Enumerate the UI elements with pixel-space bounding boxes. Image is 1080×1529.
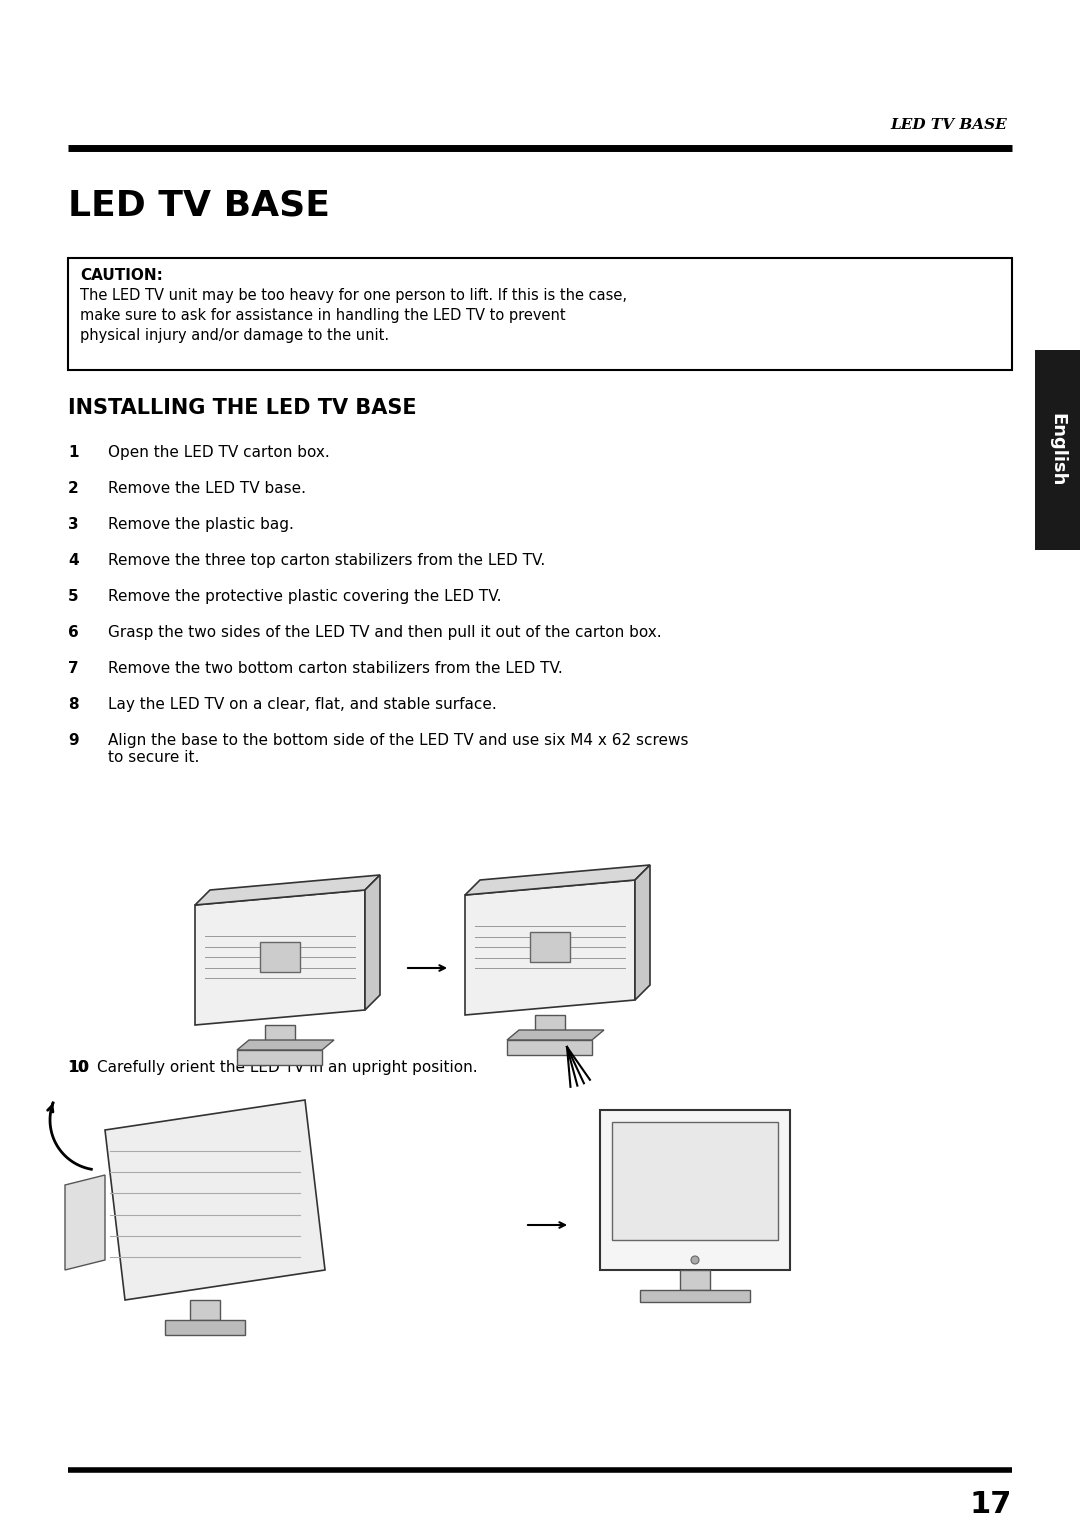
Polygon shape [635,865,650,1000]
Polygon shape [195,890,365,1024]
Text: Remove the LED TV base.: Remove the LED TV base. [108,482,306,495]
Bar [260,942,300,972]
Text: INSTALLING THE LED TV BASE: INSTALLING THE LED TV BASE [68,398,417,417]
Text: Align the base to the bottom side of the LED TV and use six M4 x 62 screws
to se: Align the base to the bottom side of the… [108,732,689,766]
Polygon shape [507,1040,592,1055]
Text: 5: 5 [68,589,79,604]
Text: LED TV BASE: LED TV BASE [890,118,1007,131]
Polygon shape [640,1290,750,1303]
Text: 6: 6 [68,625,79,641]
Polygon shape [237,1050,322,1066]
Polygon shape [65,1174,105,1271]
Text: 3: 3 [68,517,79,532]
Text: 8: 8 [68,697,79,713]
Text: Open the LED TV carton box.: Open the LED TV carton box. [108,445,329,460]
Polygon shape [195,875,380,905]
Polygon shape [507,1031,604,1040]
Polygon shape [105,1099,325,1300]
Polygon shape [165,1320,245,1335]
Text: 10  Carefully orient the LED TV in an upright position.: 10 Carefully orient the LED TV in an upr… [68,1060,477,1075]
Polygon shape [265,1024,295,1044]
Text: 10: 10 [68,1060,90,1075]
Polygon shape [465,865,650,894]
Polygon shape [680,1271,710,1290]
FancyBboxPatch shape [68,258,1012,370]
Text: Remove the plastic bag.: Remove the plastic bag. [108,517,294,532]
Polygon shape [365,875,380,1011]
Text: 7: 7 [68,661,79,676]
Circle shape [691,1255,699,1264]
Polygon shape [535,1015,565,1035]
Text: Remove the protective plastic covering the LED TV.: Remove the protective plastic covering t… [108,589,501,604]
FancyBboxPatch shape [1035,350,1080,550]
Bar [530,933,570,962]
Text: LED TV BASE: LED TV BASE [68,188,330,222]
Text: The LED TV unit may be too heavy for one person to lift. If this is the case,
ma: The LED TV unit may be too heavy for one… [80,287,627,342]
Text: CAUTION:: CAUTION: [80,268,163,283]
Text: 1: 1 [68,445,79,460]
Text: 4: 4 [68,553,79,567]
Text: 2: 2 [68,482,79,495]
Polygon shape [600,1110,789,1271]
Text: Grasp the two sides of the LED TV and then pull it out of the carton box.: Grasp the two sides of the LED TV and th… [108,625,662,641]
Text: Remove the two bottom carton stabilizers from the LED TV.: Remove the two bottom carton stabilizers… [108,661,563,676]
Text: 9: 9 [68,732,79,748]
Polygon shape [237,1040,334,1050]
Polygon shape [612,1122,778,1240]
Polygon shape [465,881,635,1015]
Polygon shape [190,1300,220,1320]
Text: 17: 17 [970,1489,1012,1518]
Text: English: English [1048,413,1066,486]
Text: Lay the LED TV on a clear, flat, and stable surface.: Lay the LED TV on a clear, flat, and sta… [108,697,497,713]
Text: Remove the three top carton stabilizers from the LED TV.: Remove the three top carton stabilizers … [108,553,545,567]
